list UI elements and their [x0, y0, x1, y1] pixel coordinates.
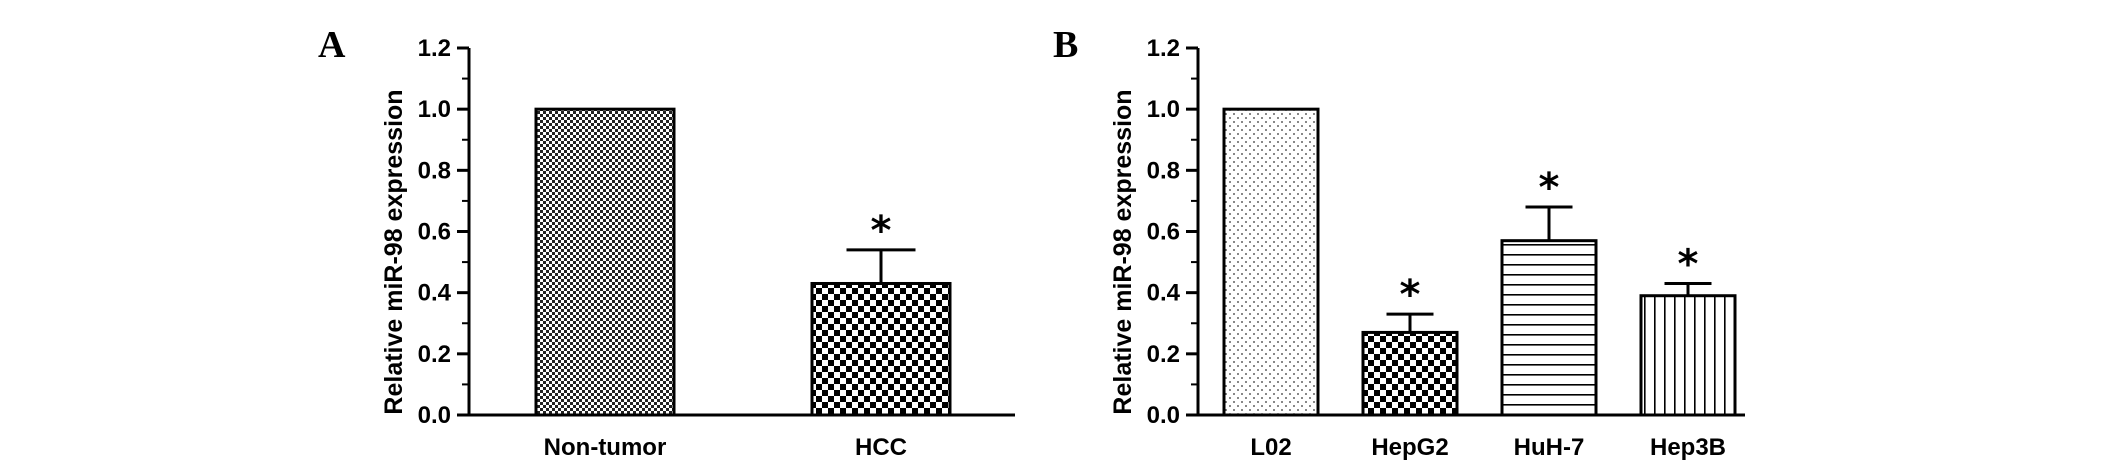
y-ticks-b: 0.0 0.2 0.4 0.6 0.8 1.0 1.2: [1147, 35, 1198, 429]
significance-marker: *: [871, 208, 892, 254]
bar-non-tumor: [534, 107, 676, 417]
bar-l02: [1222, 107, 1320, 417]
significance-marker: *: [1539, 165, 1560, 211]
y-tick-label: 0.6: [1147, 219, 1180, 246]
y-axis-title-b: Relative miR-98 expression: [1109, 89, 1137, 414]
y-tick-label: 0.2: [418, 341, 451, 368]
y-tick-label: 1.2: [418, 35, 451, 62]
bars-b: L02 * HepG2 * HuH-7 * Hep3B: [1222, 107, 1737, 461]
y-tick-label: 0.6: [418, 219, 451, 246]
bar-hep3b: [1639, 294, 1737, 417]
category-label: HCC: [855, 434, 907, 461]
category-label: Non-tumor: [544, 434, 667, 461]
category-label: HuH-7: [1514, 434, 1585, 461]
y-tick-label: 0.0: [1147, 402, 1180, 429]
panel-b: B Relative miR-98 expression 0.00.20.40.…: [1053, 24, 1745, 461]
y-tick-label: 1.2: [1147, 35, 1180, 62]
significance-marker: *: [1678, 241, 1699, 287]
y-tick-label: 0.8: [1147, 157, 1180, 184]
y-tick-label: 0.0: [418, 402, 451, 429]
bar-huh-7: [1500, 239, 1598, 417]
y-tick-label: 0.4: [1147, 280, 1181, 307]
bar-hepg2: [1361, 330, 1459, 417]
panel-letter-a: A: [318, 24, 346, 66]
category-label: Hep3B: [1650, 434, 1726, 461]
y-tick-label: 0.2: [1147, 341, 1180, 368]
category-label: L02: [1250, 434, 1291, 461]
panel-a: A Relative miR-98 expression 0.00.20.40.…: [318, 24, 1015, 461]
y-tick-label: 1.0: [1147, 96, 1180, 123]
panel-letter-b: B: [1053, 24, 1078, 66]
y-tick-label: 1.0: [418, 96, 451, 123]
bar-hcc: [810, 281, 952, 417]
y-tick-label: 0.8: [418, 157, 451, 184]
significance-marker: *: [1400, 272, 1421, 318]
y-ticks-a: 0.0 0.2 0.4 0.6 0.8 1.0 1.2: [418, 35, 469, 429]
category-label: HepG2: [1371, 434, 1448, 461]
y-tick-label: 0.4: [418, 280, 452, 307]
bars-a: Non-tumor * HCC: [534, 107, 952, 461]
y-axis-title-a: Relative miR-98 expression: [380, 89, 408, 414]
